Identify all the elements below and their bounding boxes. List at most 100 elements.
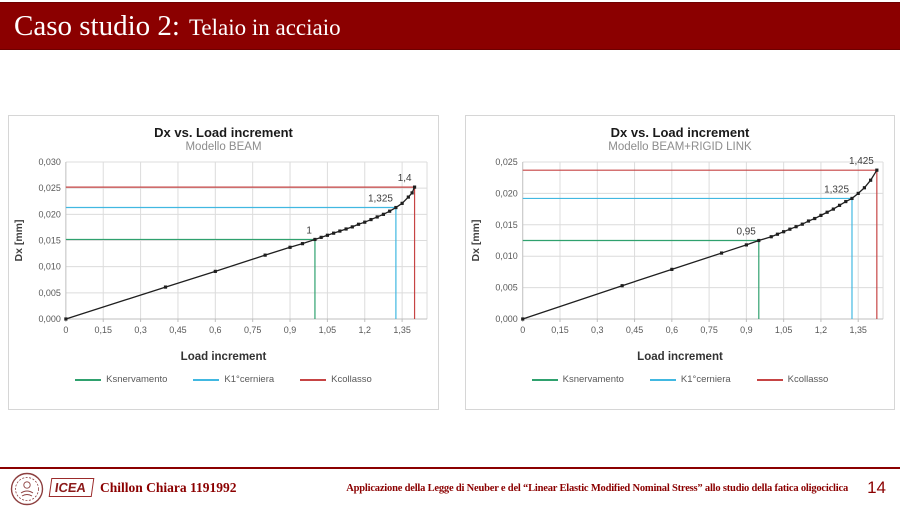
legend-swatch [531, 378, 558, 381]
data-point-marker [313, 237, 317, 242]
data-point-marker [825, 210, 829, 214]
data-point-marker [350, 225, 354, 229]
svg-text:1,325: 1,325 [368, 194, 393, 205]
data-point-marker [837, 203, 842, 207]
svg-text:1,425: 1,425 [849, 156, 874, 167]
svg-text:0,005: 0,005 [495, 283, 517, 293]
legend-label: Ksnervamento [562, 374, 624, 385]
chart-subtitle: Modello BEAM [185, 141, 262, 153]
data-point-marker [375, 215, 379, 219]
data-point-marker [875, 168, 879, 172]
x-axis-label: Load increment [637, 351, 723, 363]
svg-text:1,2: 1,2 [359, 325, 371, 335]
svg-text:0,6: 0,6 [209, 325, 221, 335]
svg-text:0,3: 0,3 [591, 325, 603, 335]
chart-legend: Ksnervamento K1°cerniera Kcollasso [9, 374, 438, 385]
data-point-marker [388, 209, 392, 213]
data-point-marker [844, 199, 848, 204]
svg-text:0,9: 0,9 [740, 325, 752, 335]
svg-text:0,6: 0,6 [666, 325, 678, 335]
x-axis-label: Load increment [180, 351, 267, 363]
data-point-marker [794, 225, 798, 229]
data-point-marker [163, 285, 168, 289]
svg-text:0,015: 0,015 [495, 220, 517, 230]
data-point-marker [769, 235, 773, 239]
data-point-marker [300, 242, 305, 246]
data-point-marker [620, 284, 624, 288]
svg-text:0,020: 0,020 [38, 209, 60, 219]
data-point-marker [757, 238, 761, 243]
svg-text:1,05: 1,05 [775, 325, 792, 335]
legend-item: K1°cerniera [193, 374, 274, 385]
data-point-marker [394, 205, 398, 210]
svg-text:1,35: 1,35 [393, 325, 410, 335]
data-point-marker [862, 186, 867, 190]
annotations: 0,95 1,325 1,425 [736, 156, 874, 237]
data-point-marker [381, 212, 386, 216]
legend-label: Kcollasso [331, 374, 372, 385]
gridlines [65, 161, 428, 320]
legend-label: Ksnervamento [106, 374, 168, 385]
svg-text:0,005: 0,005 [38, 288, 60, 298]
data-point-marker [363, 220, 367, 224]
data-point-marker [319, 235, 323, 239]
legend-label: K1°cerniera [680, 374, 731, 385]
data-point-marker [412, 185, 417, 189]
chart-beam: Dx vs. Load increment Modello BEAM 0,000… [8, 115, 439, 410]
data-point-marker [800, 222, 804, 226]
data-point-marker [806, 219, 811, 223]
chart-subtitle: Modello BEAM+RIGID LINK [608, 141, 752, 153]
data-point-marker [719, 251, 724, 255]
series-line [64, 185, 417, 321]
svg-text:0,45: 0,45 [626, 325, 643, 335]
slide-title: Caso studio 2: [14, 10, 180, 42]
footer-divider [0, 467, 900, 469]
svg-text:0,75: 0,75 [700, 325, 717, 335]
chart-beam-rigid-link: Dx vs. Load increment Modello BEAM+RIGID… [465, 115, 895, 410]
data-point-marker [831, 207, 835, 211]
y-axis-label: Dx [mm] [14, 220, 25, 262]
svg-text:0,015: 0,015 [38, 235, 60, 245]
data-point-marker [338, 229, 342, 233]
chart-title: Dx vs. Load increment [610, 125, 750, 140]
svg-text:0,010: 0,010 [38, 262, 60, 272]
data-point-marker [775, 232, 780, 236]
svg-text:0,000: 0,000 [38, 314, 60, 324]
svg-text:0,010: 0,010 [495, 251, 517, 261]
tick-labels: 0,000 0,005 0,010 0,015 0,020 0,025 0 0,15 0,3 0,… [495, 157, 867, 335]
svg-text:1,325: 1,325 [824, 184, 849, 195]
chart-legend: Ksnervamento K1°cerniera Kcollasso [466, 374, 894, 385]
svg-text:1,2: 1,2 [815, 325, 827, 335]
chart-plot: 0,000 0,005 0,010 0,015 0,020 0,025 0,030 0 0,15… [14, 157, 428, 335]
svg-text:0,9: 0,9 [284, 325, 296, 335]
svg-text:0,020: 0,020 [495, 188, 517, 198]
axes [522, 162, 884, 322]
legend-item: K1°cerniera [649, 374, 731, 385]
chart-title: Dx vs. Load increment [154, 125, 293, 140]
legend-swatch [300, 378, 327, 381]
data-point-marker [670, 267, 674, 271]
y-axis-label: Dx [mm] [471, 220, 482, 262]
data-point-marker [369, 217, 373, 222]
legend-item: Kcollasso [300, 374, 372, 385]
reference-lines [522, 169, 878, 319]
svg-text:0,030: 0,030 [38, 157, 60, 167]
data-point-marker [850, 196, 854, 201]
svg-text:1,35: 1,35 [849, 325, 866, 335]
data-point-marker [332, 231, 336, 235]
data-point-marker [213, 269, 217, 273]
svg-text:0: 0 [63, 325, 68, 335]
annotations: 1 1,325 1,4 [306, 173, 412, 236]
data-point-marker [288, 245, 292, 249]
footer-caption: Applicazione della Legge di Neuber e del… [346, 483, 848, 494]
data-point-marker [819, 213, 823, 217]
footer-author: Chillon Chiara 1191992 [100, 480, 237, 495]
data-point-marker [410, 191, 414, 195]
svg-text:0,025: 0,025 [38, 183, 60, 193]
chart-plot: 0,000 0,005 0,010 0,015 0,020 0,025 0 0,15 0,3 0,… [471, 156, 884, 335]
data-point-marker [325, 233, 329, 237]
svg-text:0,45: 0,45 [169, 325, 186, 335]
slide-title-bar: Caso studio 2: Telaio in acciaio [0, 2, 900, 50]
legend-swatch [756, 378, 783, 381]
data-point-marker [813, 216, 817, 221]
